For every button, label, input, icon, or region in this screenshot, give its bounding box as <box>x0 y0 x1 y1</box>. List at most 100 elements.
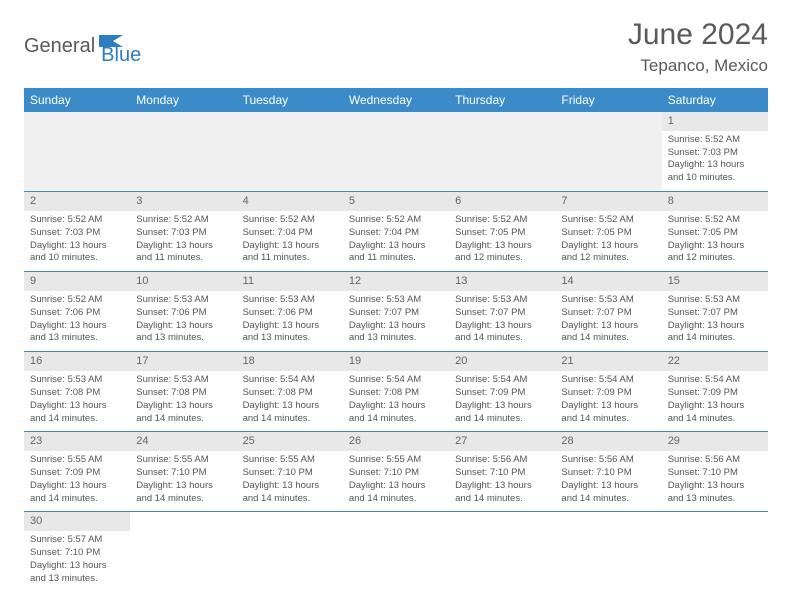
daylight-text: Daylight: 13 hours and 14 minutes. <box>243 400 337 426</box>
sunset-text: Sunset: 7:08 PM <box>30 387 124 400</box>
daylight-text: Daylight: 13 hours and 13 minutes. <box>30 560 124 586</box>
daylight-text: Daylight: 13 hours and 13 minutes. <box>668 480 762 506</box>
sunrise-text: Sunrise: 5:56 AM <box>455 454 549 467</box>
day-cell: 6Sunrise: 5:52 AMSunset: 7:05 PMDaylight… <box>449 192 555 272</box>
day-number: 23 <box>24 432 130 451</box>
daylight-text: Daylight: 13 hours and 14 minutes. <box>136 400 230 426</box>
logo-text-blue: Blue <box>101 44 141 67</box>
daylight-text: Daylight: 13 hours and 11 minutes. <box>136 240 230 266</box>
day-cell: 17Sunrise: 5:53 AMSunset: 7:08 PMDayligh… <box>130 352 236 432</box>
day-number: 15 <box>662 272 768 291</box>
daylight-text: Daylight: 13 hours and 10 minutes. <box>30 240 124 266</box>
logo: General Blue <box>24 18 141 67</box>
sunset-text: Sunset: 7:10 PM <box>30 547 124 560</box>
empty-cell <box>555 112 661 192</box>
sunrise-text: Sunrise: 5:52 AM <box>30 294 124 307</box>
sunset-text: Sunset: 7:04 PM <box>349 227 443 240</box>
empty-cell <box>555 512 661 592</box>
day-number: 25 <box>237 432 343 451</box>
logo-text-general: General <box>24 35 95 58</box>
day-cell: 30Sunrise: 5:57 AMSunset: 7:10 PMDayligh… <box>24 512 130 592</box>
sunrise-text: Sunrise: 5:57 AM <box>30 534 124 547</box>
day-number: 6 <box>449 192 555 211</box>
daylight-text: Daylight: 13 hours and 14 minutes. <box>561 320 655 346</box>
day-number: 26 <box>343 432 449 451</box>
empty-cell <box>237 112 343 192</box>
sunrise-text: Sunrise: 5:55 AM <box>349 454 443 467</box>
calendar-week-row: 16Sunrise: 5:53 AMSunset: 7:08 PMDayligh… <box>24 352 768 432</box>
day-cell: 4Sunrise: 5:52 AMSunset: 7:04 PMDaylight… <box>237 192 343 272</box>
day-number: 5 <box>343 192 449 211</box>
weekday-header: Monday <box>130 88 236 112</box>
day-cell: 7Sunrise: 5:52 AMSunset: 7:05 PMDaylight… <box>555 192 661 272</box>
sunrise-text: Sunrise: 5:52 AM <box>30 214 124 227</box>
daylight-text: Daylight: 13 hours and 14 minutes. <box>30 480 124 506</box>
day-number: 16 <box>24 352 130 371</box>
calendar-header-row: SundayMondayTuesdayWednesdayThursdayFrid… <box>24 88 768 112</box>
daylight-text: Daylight: 13 hours and 11 minutes. <box>243 240 337 266</box>
sunrise-text: Sunrise: 5:54 AM <box>455 374 549 387</box>
day-cell: 25Sunrise: 5:55 AMSunset: 7:10 PMDayligh… <box>237 432 343 512</box>
sunset-text: Sunset: 7:06 PM <box>243 307 337 320</box>
day-number: 1 <box>662 112 768 131</box>
daylight-text: Daylight: 13 hours and 14 minutes. <box>30 400 124 426</box>
sunset-text: Sunset: 7:05 PM <box>668 227 762 240</box>
sunrise-text: Sunrise: 5:52 AM <box>136 214 230 227</box>
daylight-text: Daylight: 13 hours and 12 minutes. <box>561 240 655 266</box>
weekday-header: Tuesday <box>237 88 343 112</box>
sunset-text: Sunset: 7:03 PM <box>30 227 124 240</box>
empty-cell <box>449 112 555 192</box>
day-cell: 20Sunrise: 5:54 AMSunset: 7:09 PMDayligh… <box>449 352 555 432</box>
day-cell: 29Sunrise: 5:56 AMSunset: 7:10 PMDayligh… <box>662 432 768 512</box>
calendar-week-row: 2Sunrise: 5:52 AMSunset: 7:03 PMDaylight… <box>24 192 768 272</box>
day-cell: 11Sunrise: 5:53 AMSunset: 7:06 PMDayligh… <box>237 272 343 352</box>
day-number: 19 <box>343 352 449 371</box>
day-number: 28 <box>555 432 661 451</box>
sunrise-text: Sunrise: 5:52 AM <box>561 214 655 227</box>
sunset-text: Sunset: 7:07 PM <box>455 307 549 320</box>
header: General Blue June 2024 Tepanco, Mexico <box>24 18 768 76</box>
day-cell: 24Sunrise: 5:55 AMSunset: 7:10 PMDayligh… <box>130 432 236 512</box>
sunrise-text: Sunrise: 5:53 AM <box>349 294 443 307</box>
location: Tepanco, Mexico <box>628 56 768 76</box>
sunset-text: Sunset: 7:06 PM <box>30 307 124 320</box>
sunrise-text: Sunrise: 5:52 AM <box>349 214 443 227</box>
sunset-text: Sunset: 7:09 PM <box>30 467 124 480</box>
empty-cell <box>237 512 343 592</box>
title-block: June 2024 Tepanco, Mexico <box>628 18 768 76</box>
day-number: 9 <box>24 272 130 291</box>
calendar-week-row: 1Sunrise: 5:52 AMSunset: 7:03 PMDaylight… <box>24 112 768 192</box>
day-number: 14 <box>555 272 661 291</box>
daylight-text: Daylight: 13 hours and 14 minutes. <box>455 320 549 346</box>
day-cell: 28Sunrise: 5:56 AMSunset: 7:10 PMDayligh… <box>555 432 661 512</box>
sunrise-text: Sunrise: 5:55 AM <box>30 454 124 467</box>
sunset-text: Sunset: 7:03 PM <box>136 227 230 240</box>
sunset-text: Sunset: 7:10 PM <box>455 467 549 480</box>
day-number: 7 <box>555 192 661 211</box>
sunset-text: Sunset: 7:05 PM <box>455 227 549 240</box>
day-cell: 21Sunrise: 5:54 AMSunset: 7:09 PMDayligh… <box>555 352 661 432</box>
daylight-text: Daylight: 13 hours and 14 minutes. <box>668 400 762 426</box>
daylight-text: Daylight: 13 hours and 13 minutes. <box>349 320 443 346</box>
sunset-text: Sunset: 7:09 PM <box>455 387 549 400</box>
sunset-text: Sunset: 7:10 PM <box>668 467 762 480</box>
empty-cell <box>343 512 449 592</box>
day-number: 29 <box>662 432 768 451</box>
empty-cell <box>662 512 768 592</box>
sunset-text: Sunset: 7:08 PM <box>243 387 337 400</box>
sunrise-text: Sunrise: 5:54 AM <box>243 374 337 387</box>
day-number: 10 <box>130 272 236 291</box>
sunrise-text: Sunrise: 5:53 AM <box>455 294 549 307</box>
weekday-header: Wednesday <box>343 88 449 112</box>
sunrise-text: Sunrise: 5:53 AM <box>668 294 762 307</box>
sunset-text: Sunset: 7:08 PM <box>136 387 230 400</box>
daylight-text: Daylight: 13 hours and 14 minutes. <box>455 480 549 506</box>
day-number: 24 <box>130 432 236 451</box>
sunrise-text: Sunrise: 5:53 AM <box>136 294 230 307</box>
empty-cell <box>130 512 236 592</box>
daylight-text: Daylight: 13 hours and 14 minutes. <box>668 320 762 346</box>
day-cell: 13Sunrise: 5:53 AMSunset: 7:07 PMDayligh… <box>449 272 555 352</box>
daylight-text: Daylight: 13 hours and 14 minutes. <box>455 400 549 426</box>
calendar-week-row: 30Sunrise: 5:57 AMSunset: 7:10 PMDayligh… <box>24 512 768 592</box>
daylight-text: Daylight: 13 hours and 13 minutes. <box>243 320 337 346</box>
